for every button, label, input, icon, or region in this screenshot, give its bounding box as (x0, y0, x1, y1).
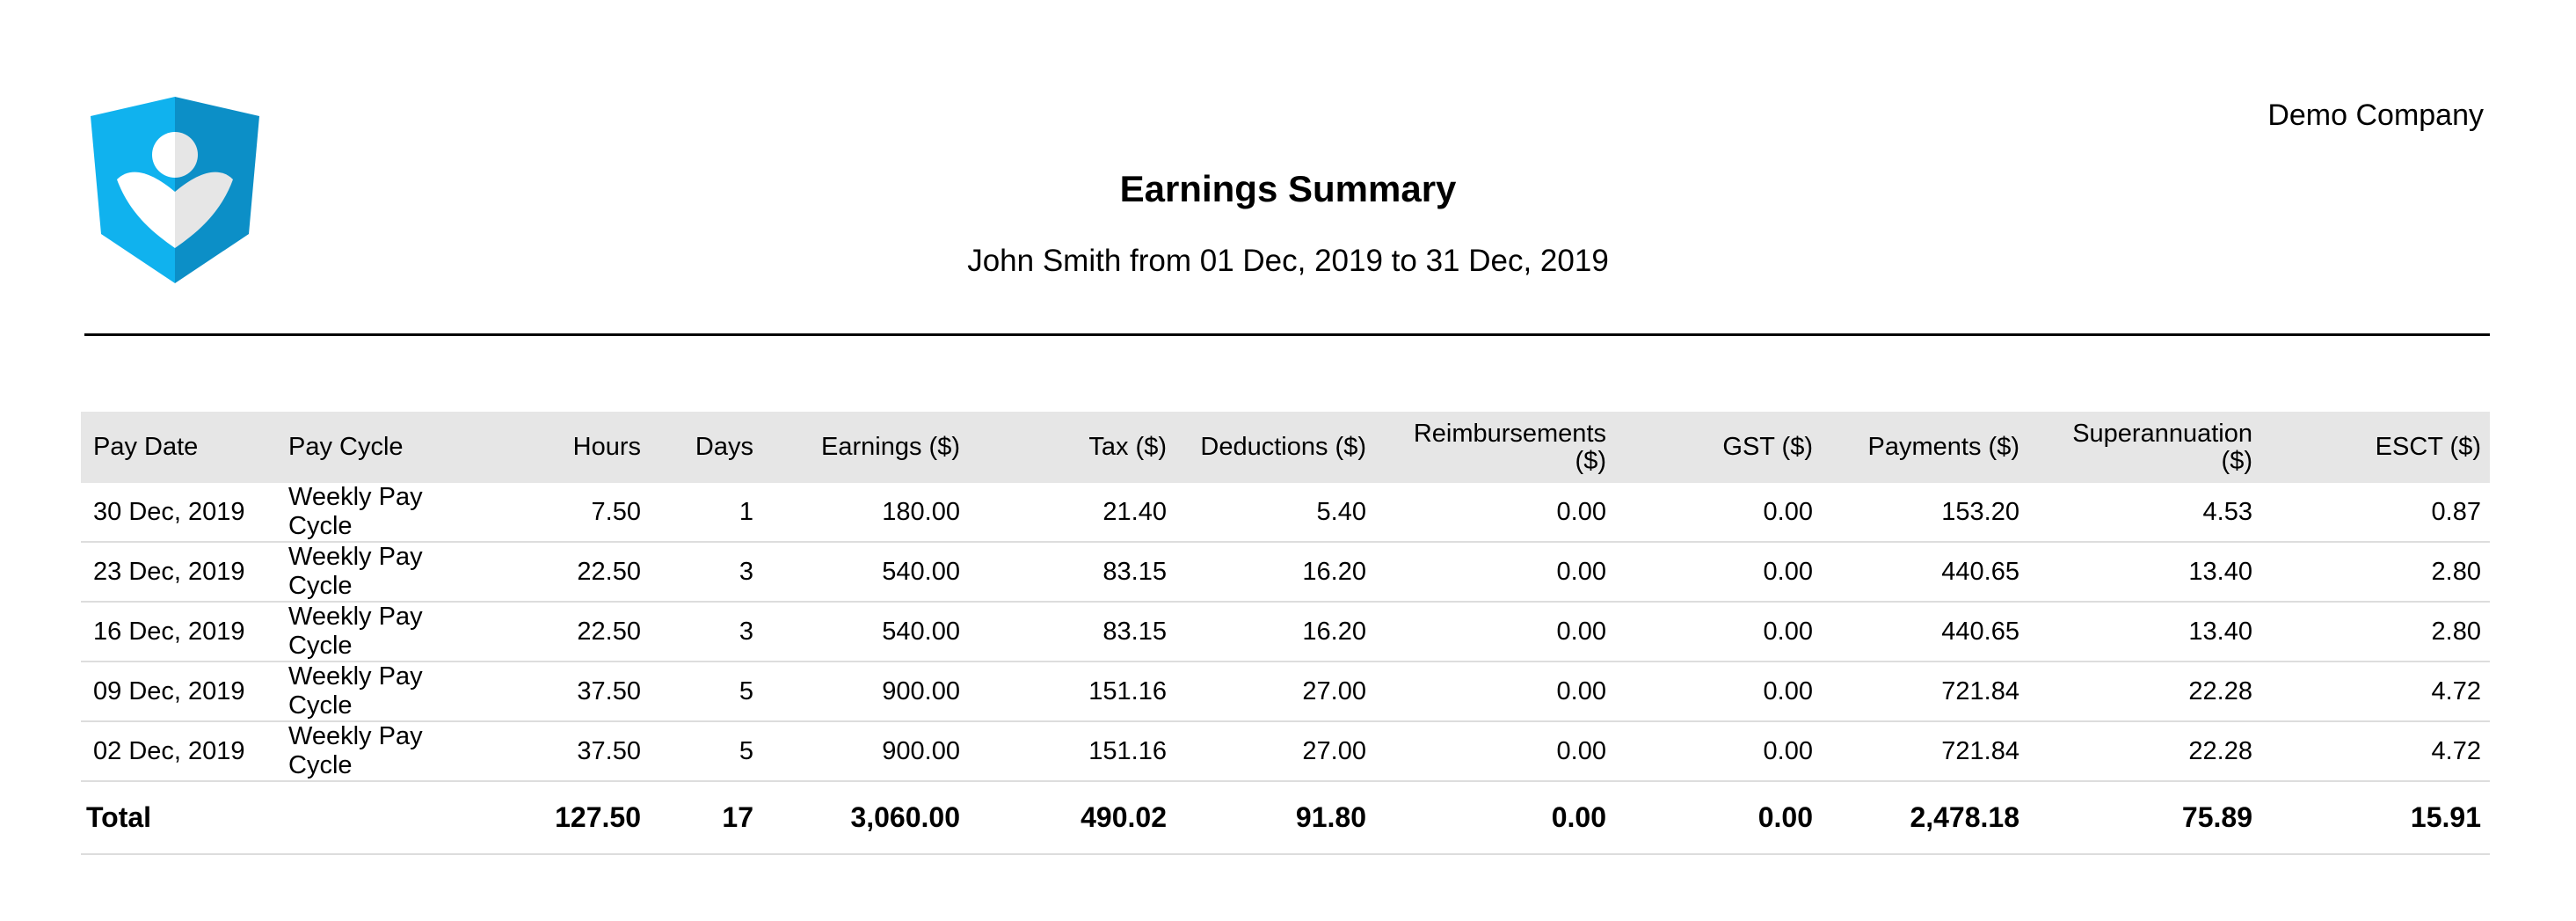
cell-pay-cycle: Weekly Pay Cycle (288, 483, 423, 540)
total-deductions: 91.80 (1295, 801, 1366, 833)
cell-esct: 4.72 (2431, 736, 2481, 765)
cell-deductions: 16.20 (1302, 617, 1366, 646)
col-header-reimbursements-line2: ($) (1575, 446, 1606, 475)
col-header-deductions: Deductions ($) (1200, 433, 1366, 461)
cell-earnings: 900.00 (882, 676, 960, 705)
cell-gst: 0.00 (1763, 676, 1813, 705)
cell-reimbursements: 0.00 (1556, 497, 1606, 526)
cell-hours: 7.50 (591, 497, 641, 526)
cell-gst: 0.00 (1763, 497, 1813, 526)
cell-earnings: 540.00 (882, 557, 960, 586)
cell-reimbursements: 0.00 (1556, 736, 1606, 765)
cell-payments: 721.84 (1941, 676, 2019, 705)
col-header-days: Days (695, 433, 753, 461)
total-days: 17 (722, 801, 753, 833)
total-earnings: 3,060.00 (850, 801, 960, 833)
cell-days: 3 (739, 617, 753, 646)
cell-payments: 440.65 (1941, 617, 2019, 646)
cell-hours: 37.50 (577, 736, 641, 765)
cell-days: 5 (739, 676, 753, 705)
company-logo-icon (91, 97, 259, 283)
cell-days: 3 (739, 557, 753, 586)
table-row: 23 Dec, 2019 Weekly Pay Cycle 22.50 3 54… (81, 542, 2490, 602)
cell-hours: 37.50 (577, 676, 641, 705)
cell-pay-date: 09 Dec, 2019 (93, 676, 245, 705)
col-header-superannuation: Superannuation ($) (2072, 419, 2252, 475)
cell-hours: 22.50 (577, 617, 641, 646)
total-esct: 15.91 (2410, 801, 2481, 833)
cell-esct: 2.80 (2431, 557, 2481, 586)
cell-pay-cycle: Weekly Pay Cycle (288, 543, 423, 600)
total-hours: 127.50 (555, 801, 641, 833)
cell-reimbursements: 0.00 (1556, 676, 1606, 705)
cell-payments: 440.65 (1941, 557, 2019, 586)
cell-tax: 21.40 (1102, 497, 1167, 526)
cell-esct: 2.80 (2431, 617, 2481, 646)
col-header-reimbursements-line1: Reimbursements (1413, 419, 1606, 448)
cell-superannuation: 4.53 (2202, 497, 2252, 526)
cell-esct: 0.87 (2431, 497, 2481, 526)
cell-superannuation: 22.28 (2188, 736, 2252, 765)
cell-days: 1 (739, 497, 753, 526)
cell-tax: 83.15 (1102, 557, 1167, 586)
cell-pay-date: 02 Dec, 2019 (93, 736, 245, 765)
cell-tax: 151.16 (1088, 676, 1167, 705)
table-row: 30 Dec, 2019 Weekly Pay Cycle 7.50 1 180… (81, 483, 2490, 542)
table-total-row: Total 127.50 17 3,060.00 490.02 91.80 0.… (81, 781, 2490, 854)
total-superannuation: 75.89 (2181, 801, 2252, 833)
cell-pay-cycle: Weekly Pay Cycle (288, 662, 423, 720)
cell-pay-cycle: Weekly Pay Cycle (288, 603, 423, 660)
total-label: Total (86, 801, 152, 833)
earnings-table: Pay Date Pay Cycle Hours Days Earnings (… (81, 412, 2490, 855)
cell-reimbursements: 0.00 (1556, 557, 1606, 586)
col-header-payments: Payments ($) (1867, 433, 2019, 461)
report-title: Earnings Summary (1119, 168, 1457, 209)
cell-superannuation: 13.40 (2188, 617, 2252, 646)
cell-deductions: 27.00 (1302, 736, 1366, 765)
cell-earnings: 900.00 (882, 736, 960, 765)
report-subtitle: John Smith from 01 Dec, 2019 to 31 Dec, … (967, 244, 1609, 278)
cell-gst: 0.00 (1763, 617, 1813, 646)
col-header-hours: Hours (572, 433, 641, 461)
table-header-row: Pay Date Pay Cycle Hours Days Earnings (… (81, 412, 2490, 483)
header-divider (84, 333, 2490, 336)
cell-tax: 83.15 (1102, 617, 1167, 646)
col-header-tax: Tax ($) (1088, 433, 1167, 461)
total-reimbursements: 0.00 (1551, 801, 1606, 833)
cell-deductions: 5.40 (1316, 497, 1366, 526)
cell-esct: 4.72 (2431, 676, 2481, 705)
cell-payments: 721.84 (1941, 736, 2019, 765)
col-header-pay-cycle: Pay Cycle (288, 433, 404, 461)
cell-pay-cycle: Weekly Pay Cycle (288, 722, 423, 779)
cell-deductions: 16.20 (1302, 557, 1366, 586)
total-gst: 0.00 (1757, 801, 1813, 833)
cell-days: 5 (739, 736, 753, 765)
col-header-pay-date: Pay Date (93, 433, 199, 461)
table-row: 09 Dec, 2019 Weekly Pay Cycle 37.50 5 90… (81, 662, 2490, 721)
table-row: 16 Dec, 2019 Weekly Pay Cycle 22.50 3 54… (81, 602, 2490, 662)
cell-hours: 22.50 (577, 557, 641, 586)
cell-deductions: 27.00 (1302, 676, 1366, 705)
company-name: Demo Company (2267, 99, 2484, 132)
col-header-reimbursements: Reimbursements ($) (1375, 412, 1615, 483)
cell-earnings: 180.00 (882, 497, 960, 526)
cell-pay-date: 16 Dec, 2019 (93, 617, 245, 646)
table-row: 02 Dec, 2019 Weekly Pay Cycle 37.50 5 90… (81, 721, 2490, 781)
col-header-gst: GST ($) (1722, 433, 1813, 461)
col-header-esct: ESCT ($) (2375, 433, 2481, 461)
cell-gst: 0.00 (1763, 557, 1813, 586)
total-tax: 490.02 (1081, 801, 1167, 833)
cell-tax: 151.16 (1088, 736, 1167, 765)
col-header-earnings: Earnings ($) (821, 433, 960, 461)
cell-superannuation: 13.40 (2188, 557, 2252, 586)
cell-payments: 153.20 (1941, 497, 2019, 526)
cell-gst: 0.00 (1763, 736, 1813, 765)
cell-earnings: 540.00 (882, 617, 960, 646)
cell-superannuation: 22.28 (2188, 676, 2252, 705)
total-payments: 2,478.18 (1910, 801, 2019, 833)
cell-pay-date: 23 Dec, 2019 (93, 557, 245, 586)
cell-pay-date: 30 Dec, 2019 (93, 497, 245, 526)
cell-reimbursements: 0.00 (1556, 617, 1606, 646)
